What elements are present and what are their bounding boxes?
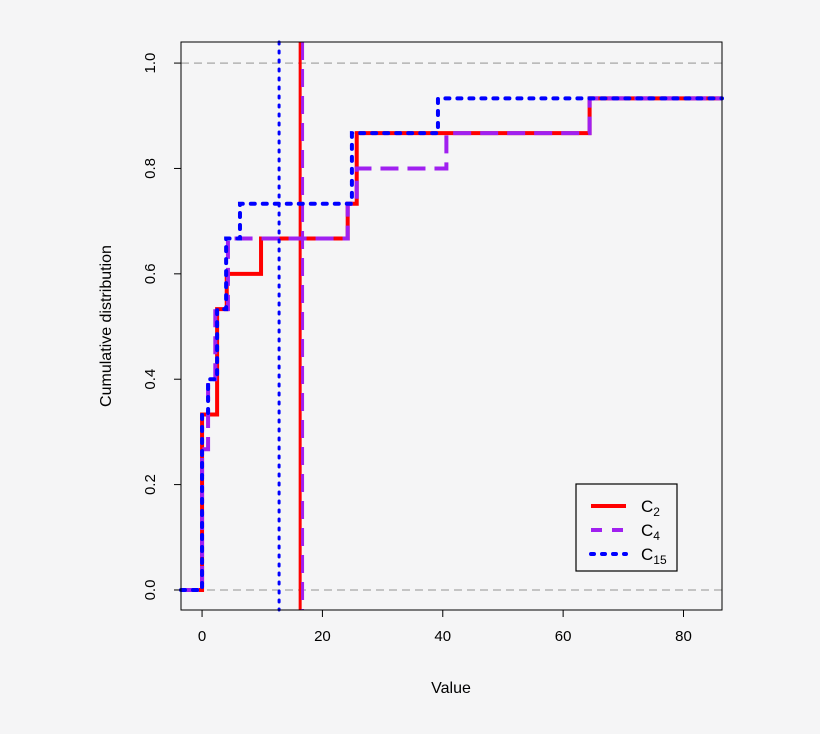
y-tick-label: 0.4 — [142, 369, 159, 390]
x-tick-label: 80 — [675, 628, 692, 645]
y-tick-label: 0.8 — [142, 158, 159, 179]
x-axis-label: Value — [431, 680, 471, 697]
series-group — [179, 40, 724, 612]
legend-label-C4: C4 — [641, 521, 660, 543]
legend-box — [575, 483, 678, 572]
legend-label-C15: C15 — [641, 545, 667, 567]
y-tick-label: 0.2 — [142, 474, 159, 495]
x-tick-label: 40 — [434, 628, 451, 645]
x-axis: 0 20 40 60 80 — [198, 609, 692, 645]
y-axis: 0.0 0.2 0.4 0.6 0.8 1.0 — [142, 53, 182, 601]
y-tick-label: 0.6 — [142, 263, 159, 284]
y-tick-label: 0.0 — [142, 580, 159, 601]
ecdf-line-C15 — [179, 96, 724, 592]
ecdf-line-C4 — [181, 96, 722, 592]
legend-label-C2: C2 — [641, 497, 660, 519]
x-tick-label: 60 — [555, 628, 572, 645]
x-tick-label: 0 — [198, 628, 206, 645]
x-tick-label: 20 — [314, 628, 331, 645]
y-tick-label: 1.0 — [142, 53, 159, 74]
y-axis-label: Cumulative distribution — [98, 245, 115, 407]
